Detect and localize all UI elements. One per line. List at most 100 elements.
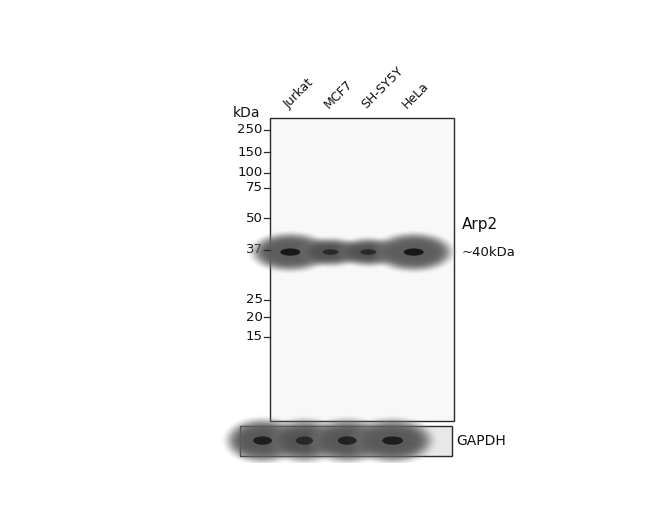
Ellipse shape (302, 239, 359, 265)
Ellipse shape (390, 242, 437, 262)
Ellipse shape (310, 418, 385, 463)
Ellipse shape (308, 242, 354, 262)
Ellipse shape (265, 241, 316, 263)
Ellipse shape (264, 240, 317, 264)
Ellipse shape (338, 436, 357, 445)
Ellipse shape (311, 244, 350, 259)
Ellipse shape (222, 416, 303, 465)
Ellipse shape (309, 417, 386, 464)
Ellipse shape (229, 421, 296, 460)
Ellipse shape (365, 427, 421, 454)
Ellipse shape (280, 249, 300, 256)
Ellipse shape (340, 239, 397, 265)
Ellipse shape (280, 426, 329, 455)
Ellipse shape (252, 233, 328, 271)
Ellipse shape (261, 239, 320, 266)
Ellipse shape (284, 429, 325, 452)
Ellipse shape (289, 433, 320, 448)
Ellipse shape (225, 418, 300, 463)
Ellipse shape (315, 246, 346, 258)
Ellipse shape (224, 417, 302, 464)
Ellipse shape (248, 231, 333, 274)
Ellipse shape (316, 247, 345, 257)
Ellipse shape (382, 237, 446, 267)
Text: MCF7: MCF7 (321, 77, 355, 111)
Ellipse shape (347, 243, 390, 261)
Ellipse shape (300, 238, 361, 266)
Ellipse shape (369, 430, 416, 451)
Ellipse shape (278, 424, 331, 457)
Text: 100: 100 (237, 166, 263, 179)
Ellipse shape (272, 419, 337, 462)
Ellipse shape (283, 428, 326, 453)
Ellipse shape (343, 241, 393, 263)
Ellipse shape (344, 242, 392, 263)
Ellipse shape (285, 430, 324, 451)
Text: 75: 75 (246, 181, 263, 194)
Ellipse shape (337, 238, 399, 266)
Ellipse shape (350, 245, 387, 259)
Ellipse shape (239, 428, 287, 453)
Text: Jurkat: Jurkat (281, 76, 316, 111)
Ellipse shape (318, 424, 376, 457)
Ellipse shape (370, 431, 415, 450)
Ellipse shape (320, 426, 374, 455)
Ellipse shape (273, 420, 336, 461)
Ellipse shape (339, 239, 398, 266)
Ellipse shape (354, 247, 383, 257)
Ellipse shape (311, 419, 383, 462)
Ellipse shape (380, 236, 448, 268)
Ellipse shape (343, 240, 395, 264)
Ellipse shape (232, 423, 293, 458)
Ellipse shape (306, 241, 356, 263)
Ellipse shape (376, 233, 452, 271)
Ellipse shape (276, 423, 332, 458)
Ellipse shape (236, 426, 289, 455)
Ellipse shape (287, 431, 322, 450)
Ellipse shape (313, 420, 382, 461)
Ellipse shape (307, 242, 354, 263)
Ellipse shape (374, 232, 453, 272)
Ellipse shape (268, 243, 313, 261)
Text: 37: 37 (246, 243, 263, 256)
Bar (240, 425, 452, 456)
Ellipse shape (359, 423, 426, 458)
Ellipse shape (304, 240, 357, 264)
Ellipse shape (391, 243, 436, 261)
Ellipse shape (271, 244, 310, 259)
Ellipse shape (235, 425, 291, 456)
Ellipse shape (315, 422, 379, 459)
Text: ~40kDa: ~40kDa (462, 246, 515, 259)
Ellipse shape (328, 431, 367, 450)
Ellipse shape (346, 242, 391, 262)
Ellipse shape (249, 231, 332, 272)
Ellipse shape (262, 239, 318, 265)
Ellipse shape (394, 244, 434, 259)
Ellipse shape (323, 428, 371, 453)
Ellipse shape (259, 238, 321, 267)
Ellipse shape (329, 432, 366, 449)
Ellipse shape (269, 244, 311, 261)
Ellipse shape (255, 235, 326, 269)
Ellipse shape (309, 243, 352, 261)
Ellipse shape (317, 423, 378, 458)
Ellipse shape (354, 420, 431, 461)
Text: 25: 25 (246, 293, 263, 306)
Ellipse shape (237, 427, 288, 454)
Ellipse shape (348, 416, 437, 465)
Ellipse shape (353, 419, 432, 462)
Ellipse shape (240, 429, 285, 452)
Ellipse shape (360, 424, 425, 457)
Ellipse shape (325, 429, 370, 452)
Ellipse shape (396, 245, 432, 258)
Ellipse shape (384, 239, 443, 266)
Ellipse shape (310, 244, 351, 261)
Ellipse shape (358, 422, 428, 459)
Ellipse shape (374, 433, 411, 448)
Ellipse shape (366, 428, 419, 453)
Ellipse shape (352, 246, 385, 258)
Ellipse shape (326, 430, 369, 451)
Text: 15: 15 (246, 330, 263, 343)
Ellipse shape (385, 239, 442, 265)
Ellipse shape (319, 425, 375, 456)
